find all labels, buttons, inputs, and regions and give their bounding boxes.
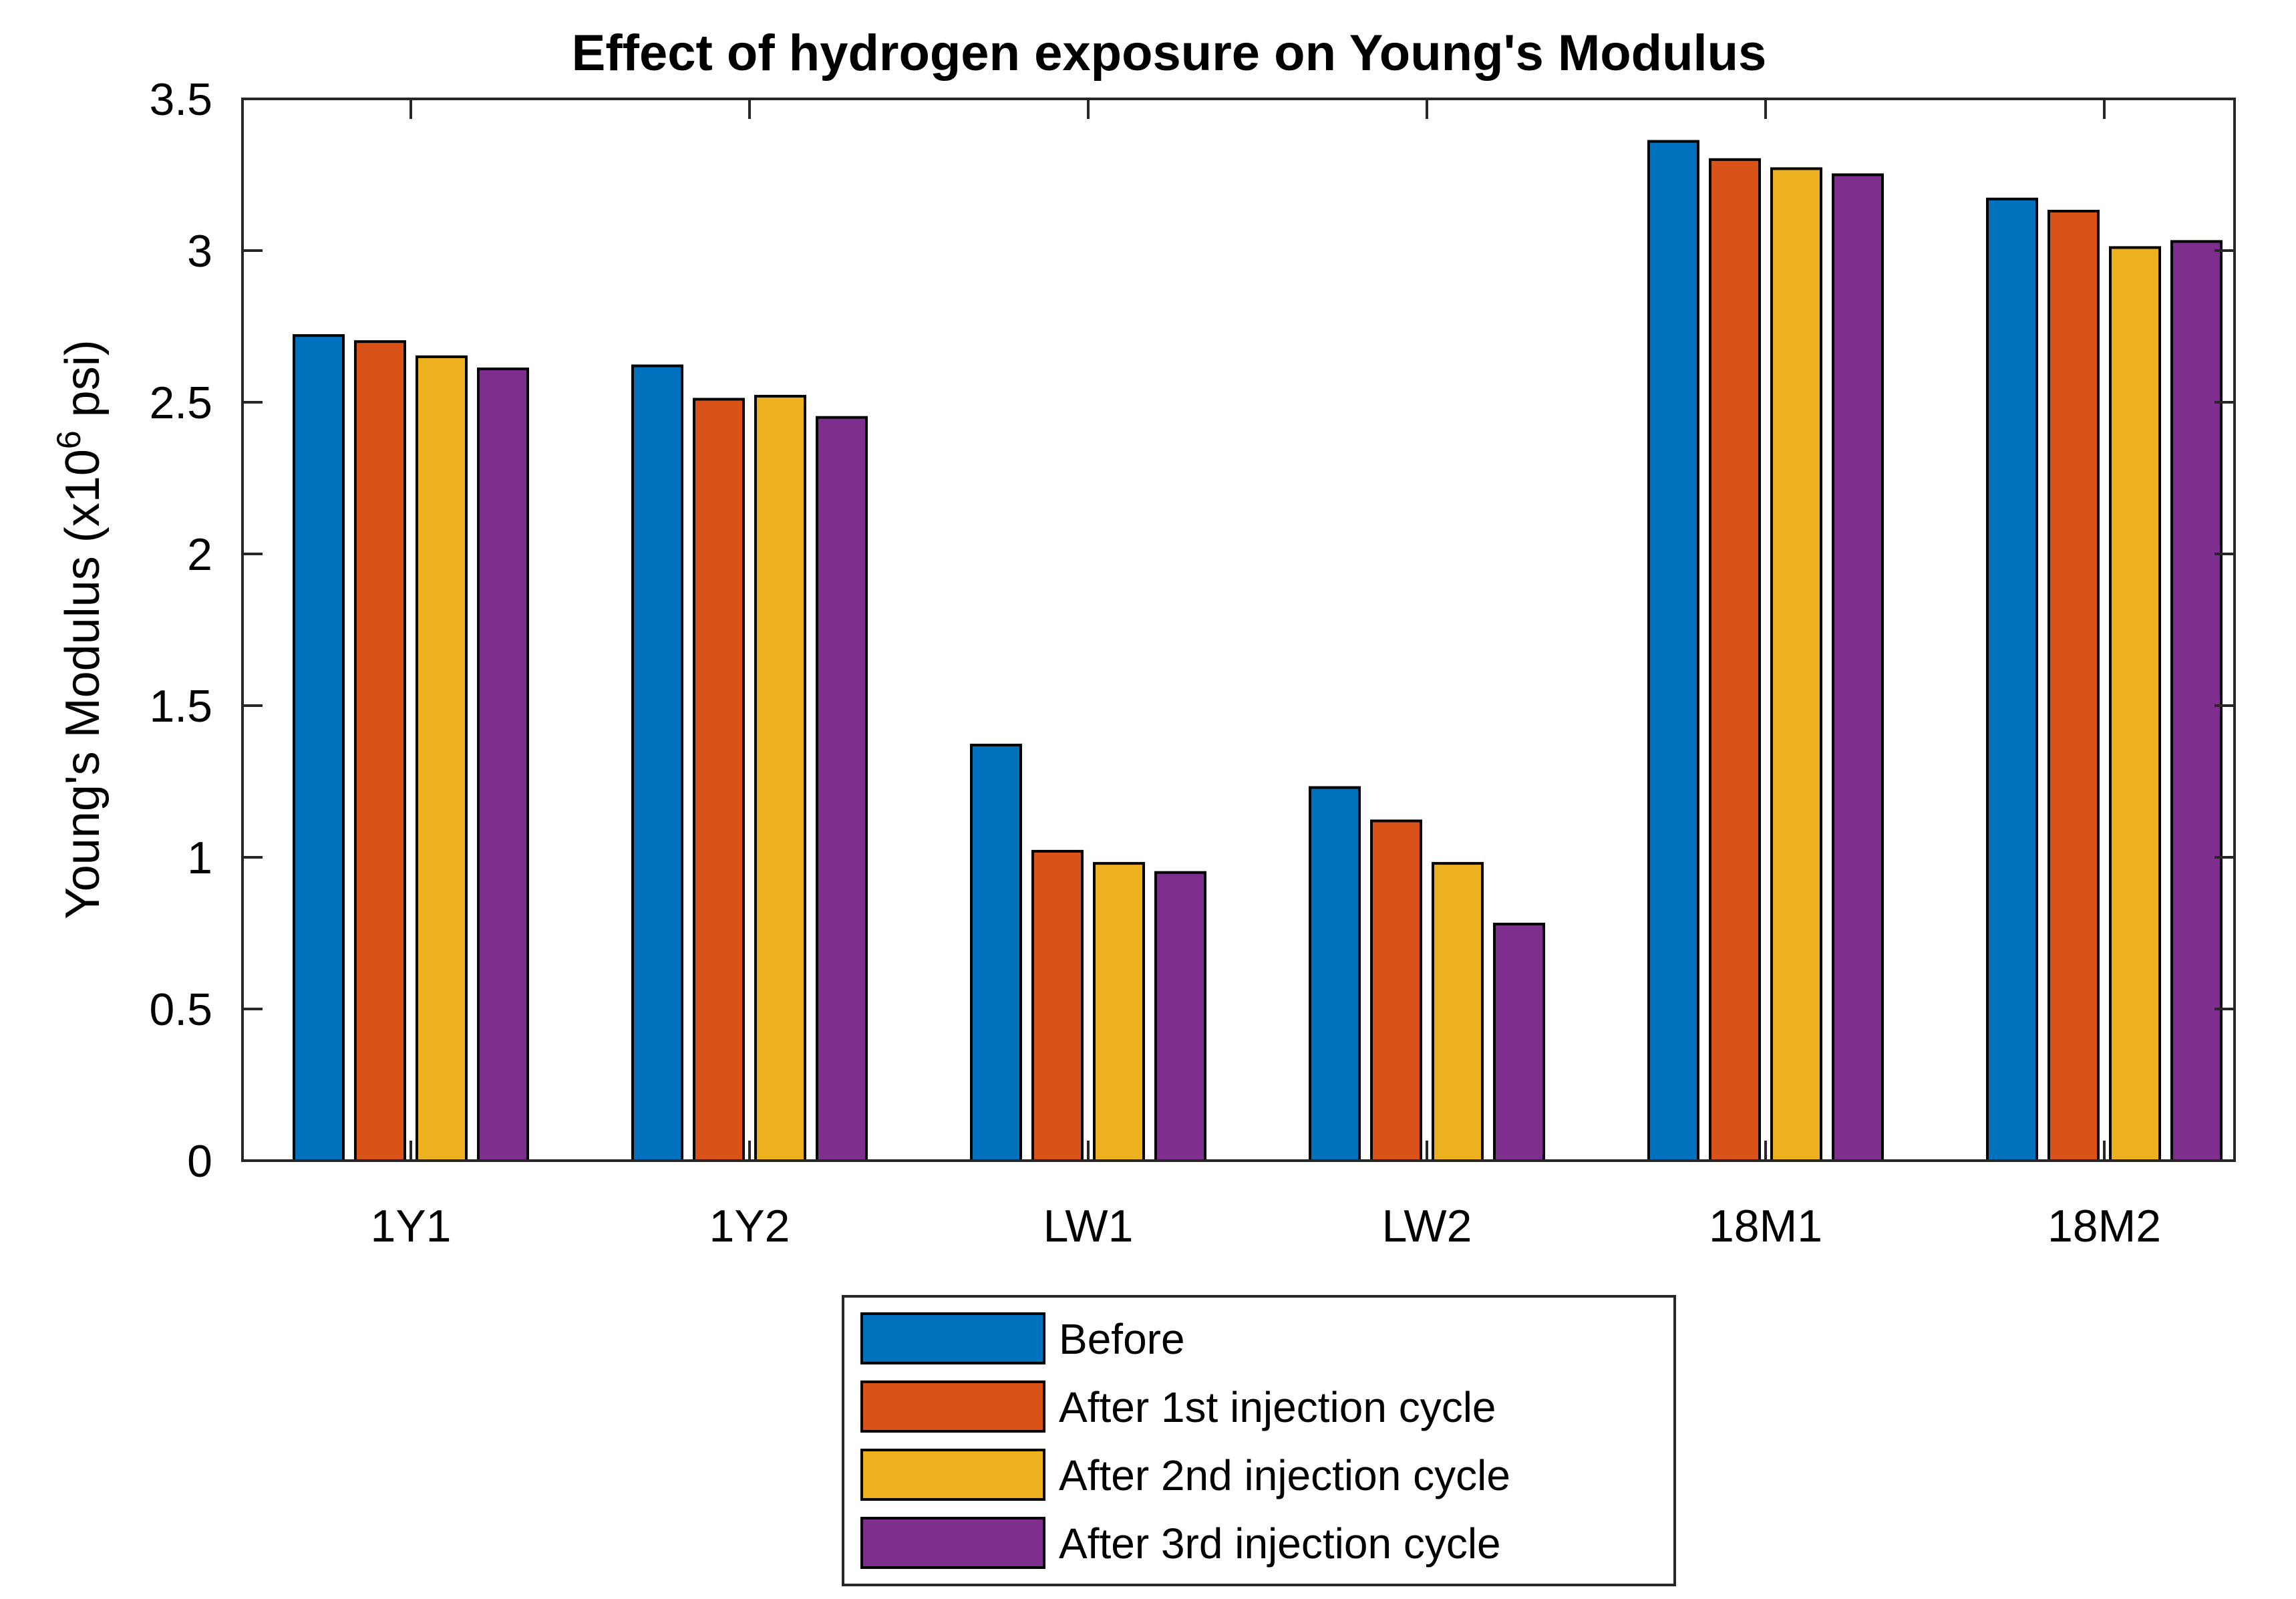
- bar-18M2-series-3: [2109, 246, 2161, 1163]
- x-tick-label: LW2: [1382, 1201, 1472, 1252]
- bar-LW1-series-1: [970, 744, 1022, 1162]
- bar-18M2-series-1: [1986, 197, 2038, 1163]
- x-tick-label: 18M1: [1709, 1201, 1822, 1252]
- bar-LW1-series-2: [1031, 849, 1084, 1163]
- bar-1Y2-series-1: [631, 364, 683, 1162]
- bar-1Y1-series-3: [416, 355, 468, 1162]
- legend-label-series-3: After 2nd injection cycle: [1059, 1451, 1510, 1499]
- bar-1Y2-series-2: [693, 398, 745, 1163]
- legend-swatch-series-3: [860, 1449, 1045, 1501]
- bar-LW2-series-1: [1309, 786, 1361, 1162]
- bar-1Y1-series-1: [293, 334, 345, 1162]
- bar-18M2-series-2: [2047, 209, 2100, 1163]
- legend-swatch-series-1: [860, 1312, 1045, 1364]
- legend-label-series-1: Before: [1059, 1315, 1185, 1363]
- y-axis-label-superscript: 6: [50, 430, 88, 449]
- y-tick-label: 0: [187, 1136, 212, 1187]
- bars-layer: [293, 140, 2223, 1163]
- bar-1Y2-series-3: [754, 394, 806, 1162]
- bar-1Y1-series-4: [477, 368, 529, 1162]
- bar-1Y1-series-2: [354, 340, 406, 1163]
- bar-18M1-series-4: [1832, 173, 1884, 1162]
- legend-swatch-series-4: [860, 1517, 1045, 1569]
- plot-frame: [241, 98, 2236, 1162]
- chart-title: Effect of hydrogen exposure on Young's M…: [572, 25, 1767, 82]
- bar-18M1-series-1: [1647, 140, 1699, 1162]
- bar-18M2-series-4: [2170, 240, 2223, 1162]
- bar-LW1-series-3: [1093, 862, 1145, 1162]
- bar-LW2-series-2: [1370, 819, 1422, 1163]
- y-tick-labels: 0 0.5 1 1.5 2 2.5 3 3.5: [149, 74, 212, 1187]
- bar-LW2-series-3: [1432, 862, 1484, 1162]
- bar-LW1-series-4: [1154, 871, 1206, 1162]
- bar-1Y2-series-4: [816, 416, 868, 1163]
- legend-items: Before After 1st injection cycle After 2nd…: [860, 1312, 1510, 1569]
- bar-18M1-series-3: [1770, 167, 1822, 1162]
- x-tick-label: 1Y1: [371, 1201, 452, 1252]
- y-tick-label: 1: [187, 833, 212, 883]
- y-tick-label: 0.5: [149, 984, 212, 1035]
- y-axis-label-suffix: psi): [56, 339, 110, 430]
- bar-18M1-series-2: [1709, 158, 1761, 1162]
- legend-label-series-2: After 1st injection cycle: [1059, 1383, 1496, 1431]
- y-tick-label: 1.5: [149, 681, 212, 732]
- legend-label-series-4: After 3rd injection cycle: [1059, 1519, 1501, 1568]
- legend-swatch-series-2: [860, 1380, 1045, 1433]
- x-tick-label: LW1: [1043, 1201, 1134, 1252]
- y-tick-label: 2: [187, 529, 212, 580]
- x-tick-labels: 1Y1 1Y2 LW1 LW2 18M1 18M2: [371, 1201, 2162, 1252]
- y-axis-label: Young's Modulus (x106 psi): [50, 339, 110, 919]
- y-tick-label: 2.5: [149, 378, 212, 428]
- legend: Before After 1st injection cycle After 2nd…: [842, 1295, 1676, 1586]
- x-tick-label: 1Y2: [709, 1201, 790, 1252]
- bar-LW2-series-4: [1493, 922, 1545, 1162]
- y-tick-label: 3.5: [149, 74, 212, 125]
- x-tick-label: 18M2: [2047, 1201, 2161, 1252]
- y-tick-label: 3: [187, 226, 212, 277]
- y-axis-label-prefix: Young's Modulus (x10: [56, 449, 110, 919]
